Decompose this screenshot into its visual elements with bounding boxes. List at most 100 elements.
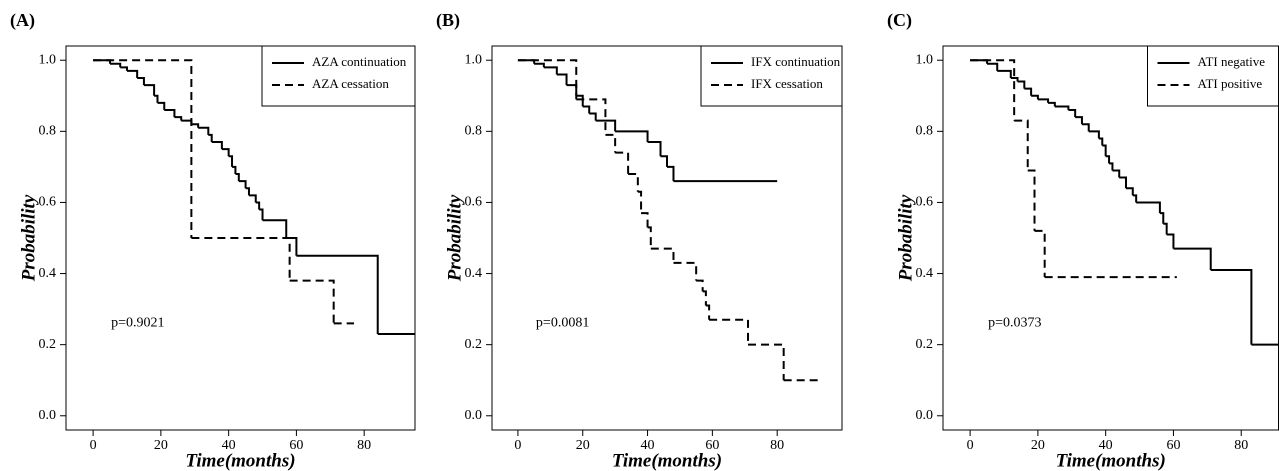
survival-step [296,254,379,334]
survival-step [615,151,630,174]
x-tick-label: 40 [222,438,236,453]
y-tick-label: 1.0 [39,52,57,67]
y-tick-label: 0.6 [916,195,934,210]
y-tick-label: 0.6 [465,195,483,210]
survival-step [673,261,698,281]
p-value: p=0.0373 [988,316,1041,331]
survival-step [248,194,257,203]
survival-step [228,155,234,167]
survival-step [534,62,545,68]
survival-step [1132,194,1138,203]
y-tick-label: 1.0 [465,52,483,67]
survival-step [667,165,675,182]
survival-step [696,279,704,292]
legend-label: AZA continuation [312,54,407,69]
y-tick-label: 0.2 [39,337,57,352]
survival-step [709,318,750,345]
survival-step [1173,247,1212,270]
survival-step [1075,116,1083,125]
x-tick-label: 80 [770,438,784,453]
survival-step [650,247,675,263]
p-value: p=0.9021 [111,316,164,331]
x-axis-label: Time(months) [1056,450,1166,471]
survival-step [1102,144,1107,157]
legend-label: IFX continuation [751,54,841,69]
y-tick-label: 1.0 [916,52,934,67]
survival-step [137,77,145,86]
y-tick-label: 0.2 [465,337,483,352]
survival-step [255,201,261,210]
survival-step [286,237,298,256]
x-tick-label: 20 [1031,438,1045,453]
survival-step [164,109,176,118]
survival-step [259,208,264,221]
survival-step [1159,212,1165,224]
x-tick-label: 0 [514,438,521,453]
panel-label: (C) [887,10,912,31]
survival-step [191,237,291,281]
survival-step [1119,176,1127,189]
y-tick-label: 0.4 [916,266,934,281]
y-tick-label: 0.0 [39,408,57,423]
survival-step [1068,109,1077,118]
survival-step [605,133,617,153]
survival-step [1031,94,1039,100]
survival-step [211,141,223,150]
survival-step [120,66,128,71]
x-axis-label: Time(months) [185,450,295,471]
y-tick-label: 0.8 [916,124,934,139]
legend-label: ATI negative [1198,54,1266,69]
survival-step [157,101,166,110]
p-value: p=0.0081 [536,316,589,331]
y-tick-label: 0.6 [39,195,57,210]
survival-step [1112,169,1121,178]
survival-step [181,119,193,125]
y-tick-label: 0.8 [465,124,483,139]
x-tick-label: 20 [576,438,590,453]
legend [261,45,416,107]
x-tick-label: 40 [1099,438,1113,453]
survival-step [576,94,584,107]
x-tick-label: 0 [90,438,97,453]
survival-step [208,133,213,142]
survival-step [262,219,288,238]
x-tick-label: 80 [357,438,371,453]
survival-step [628,173,639,192]
survival-step [595,119,617,132]
survival-step [556,73,568,86]
survival-step [1088,130,1100,139]
plot-frame [491,45,843,431]
plot-frame [65,45,416,431]
y-axis-label: Probability [895,194,916,282]
survival-step [1210,269,1253,345]
x-tick-label: 20 [154,438,168,453]
y-tick-label: 0.2 [916,337,934,352]
y-axis-label: Probability [18,194,39,282]
survival-step [637,190,643,214]
survival-step [1126,187,1134,196]
survival-step [582,105,591,114]
survival-step [238,180,247,189]
survival-step [589,112,597,121]
survival-step [174,116,183,121]
survival-step [110,62,122,68]
legend-label: AZA cessation [312,76,389,91]
survival-step [1166,233,1175,249]
survival-step [997,69,1012,78]
legend [700,45,843,107]
survival-step [517,59,578,100]
survival-step [1054,105,1070,110]
legend-label: ATI positive [1198,76,1263,91]
survival-step [245,187,250,196]
survival-step [566,84,578,96]
y-tick-label: 0.4 [465,266,483,281]
survival-step [1105,155,1111,164]
legend-label: IFX cessation [751,76,823,91]
panel-label: (B) [436,10,460,31]
x-tick-label: 0 [967,438,974,453]
survival-step [543,66,558,75]
survival-step [1163,222,1168,235]
y-tick-label: 0.0 [916,408,934,423]
panel-label: (A) [10,10,35,31]
survival-step [1010,77,1019,82]
